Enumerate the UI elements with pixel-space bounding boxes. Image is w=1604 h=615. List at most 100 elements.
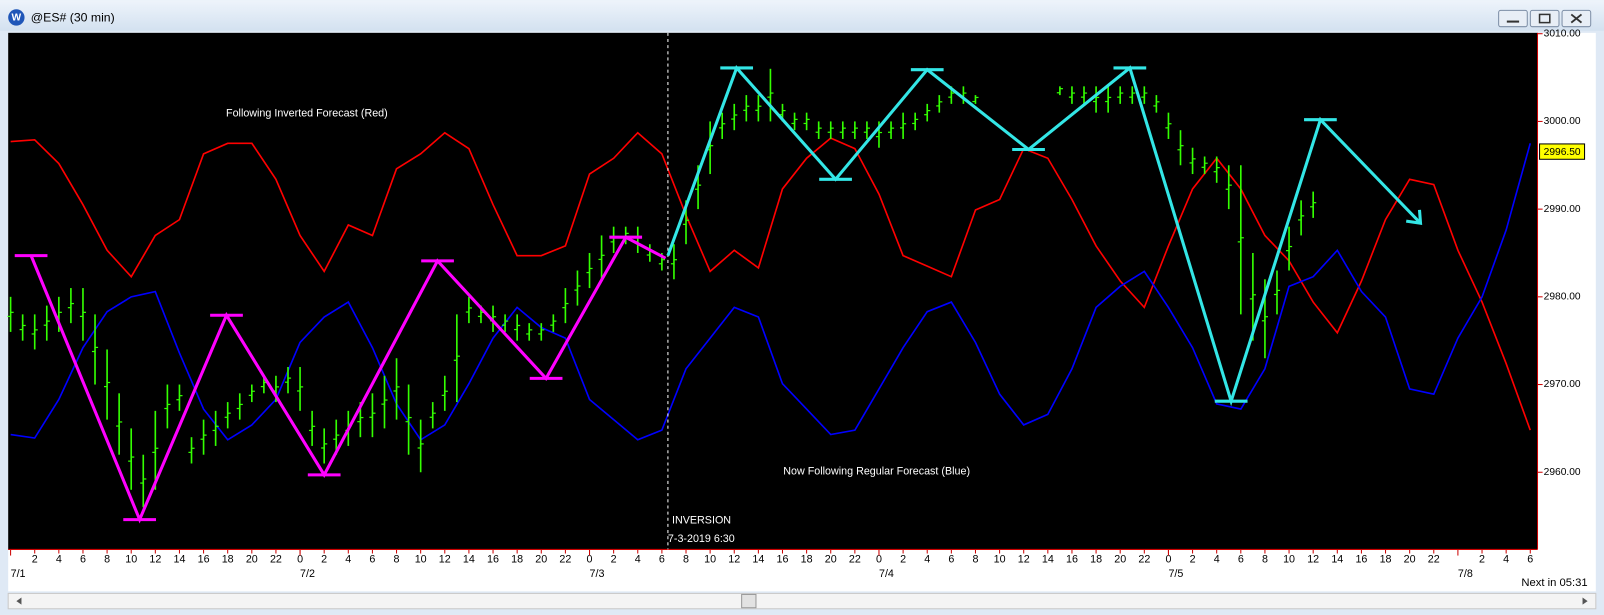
x-tick-label: 4 [1214,554,1220,566]
x-tick-label: 12 [439,554,451,566]
x-tick-label: 6 [1527,554,1533,566]
x-tick-label: 6 [80,554,86,566]
y-tick-label: 3010.00 [1544,28,1581,39]
x-tick-label: 14 [173,554,185,566]
last-price-box [1539,143,1586,160]
title-bar [0,0,1604,31]
x-tick-label: 0 [297,554,303,566]
x-tick-label: 18 [801,554,813,566]
x-tick-label: 20 [246,554,258,566]
x-tick-label: 4 [635,554,641,566]
x-tick-label: 16 [487,554,499,566]
x-tick-label: 18 [1090,554,1102,566]
x-tick-label: 14 [1331,554,1343,566]
date-label: 7/3 [590,568,605,580]
x-tick-label: 10 [415,554,427,566]
restore-button[interactable] [1529,9,1560,28]
x-tick-label: 6 [659,554,665,566]
app-icon [8,9,25,26]
x-tick-label: 22 [270,554,282,566]
forecast-line [10,131,1532,431]
x-tick-label: 2 [32,554,38,566]
x-tick-label: 10 [704,554,716,566]
x-tick-label: 8 [394,554,400,566]
zigzag-line [29,235,667,524]
x-tick-label: 6 [369,554,375,566]
app-icon-letter: W [12,13,22,24]
y-tick-label: 2970.00 [1544,379,1581,390]
scroll-thumb[interactable] [741,593,757,609]
x-tick-label: 10 [1283,554,1295,566]
minimize-button[interactable] [1498,9,1528,28]
date-label: 7/5 [1168,568,1183,580]
x-tick-label: 4 [345,554,351,566]
scrollbar[interactable] [7,592,1597,610]
x-tick-label: 6 [948,554,954,566]
x-tick-label: 10 [994,554,1006,566]
x-tick-label: 8 [1262,554,1268,566]
y-tick-label: 3000.00 [1544,116,1581,127]
x-tick-label: 12 [1018,554,1030,566]
x-tick-label: 22 [559,554,571,566]
x-tick-label: 2 [611,554,617,566]
x-tick-label: 18 [1380,554,1392,566]
x-tick-label: 20 [535,554,547,566]
x-tick-label: 4 [1503,554,1509,566]
x-tick-label: 12 [728,554,740,566]
date-label: 7/8 [1458,568,1473,580]
x-tick-label: 10 [125,554,137,566]
status-text: Next in 05:31 [1521,577,1587,589]
forecast-line [10,143,1532,441]
scroll-right[interactable] [1582,597,1588,605]
x-tick-label: 20 [1114,554,1126,566]
x-tick-label: 22 [849,554,861,566]
x-tick-label: 12 [149,554,161,566]
x-tick-label: 22 [1138,554,1150,566]
x-tick-label: 22 [1428,554,1440,566]
annotation: Now Following Regular Forecast (Blue) [783,466,970,478]
x-tick-label: 8 [683,554,689,566]
annotation: 7-3-2019 6:30 [668,533,735,545]
x-tick-label: 18 [511,554,523,566]
date-label: 7/4 [879,568,894,580]
y-tick-label: 2990.00 [1544,204,1581,215]
x-tick-label: 12 [1307,554,1319,566]
x-tick-label: 2 [321,554,327,566]
plot: 2960.00 2970.00 2980.00 2990.00 3000.00 3010.… [7,28,1586,580]
x-tick-label: 16 [1355,554,1367,566]
date-label: 7/2 [300,568,315,580]
window-buttons[interactable] [1498,9,1592,28]
x-tick-label: 16 [1066,554,1078,566]
x-tick-label: 0 [1165,554,1171,566]
annotation: INVERSION [672,515,731,527]
x-tick-label: 16 [198,554,210,566]
x-tick-label: 16 [777,554,789,566]
scroll-left[interactable] [16,597,22,605]
x-tick-label: 0 [587,554,593,566]
annotation: Following Inverted Forecast (Red) [226,107,388,119]
x-tick-label: 2 [1190,554,1196,566]
close-glyph [1570,13,1583,24]
y-tick-label: 2960.00 [1544,467,1581,478]
x-tick-label: 6 [1238,554,1244,566]
window-title: @ES# (30 min) [31,11,115,25]
arrow-head [1405,209,1423,225]
x-tick-label: 14 [463,554,475,566]
x-tick-label: 2 [1479,554,1485,566]
x-tick-label: 18 [222,554,234,566]
x-tick-label: 2 [900,554,906,566]
y-tick-label: 2980.00 [1544,292,1581,303]
x-tick-label: 20 [1404,554,1416,566]
plot-area [8,32,1538,550]
x-tick-label: 8 [972,554,978,566]
last-price-label: 2996.50 [1544,147,1581,158]
x-tick-label: 4 [56,554,62,566]
date-label: 7/1 [11,568,26,580]
x-tick-label: 20 [825,554,837,566]
x-tick-label: 14 [752,554,764,566]
x-tick-label: 4 [924,554,930,566]
restore-glyph [1538,13,1551,24]
x-tick-label: 0 [876,554,882,566]
